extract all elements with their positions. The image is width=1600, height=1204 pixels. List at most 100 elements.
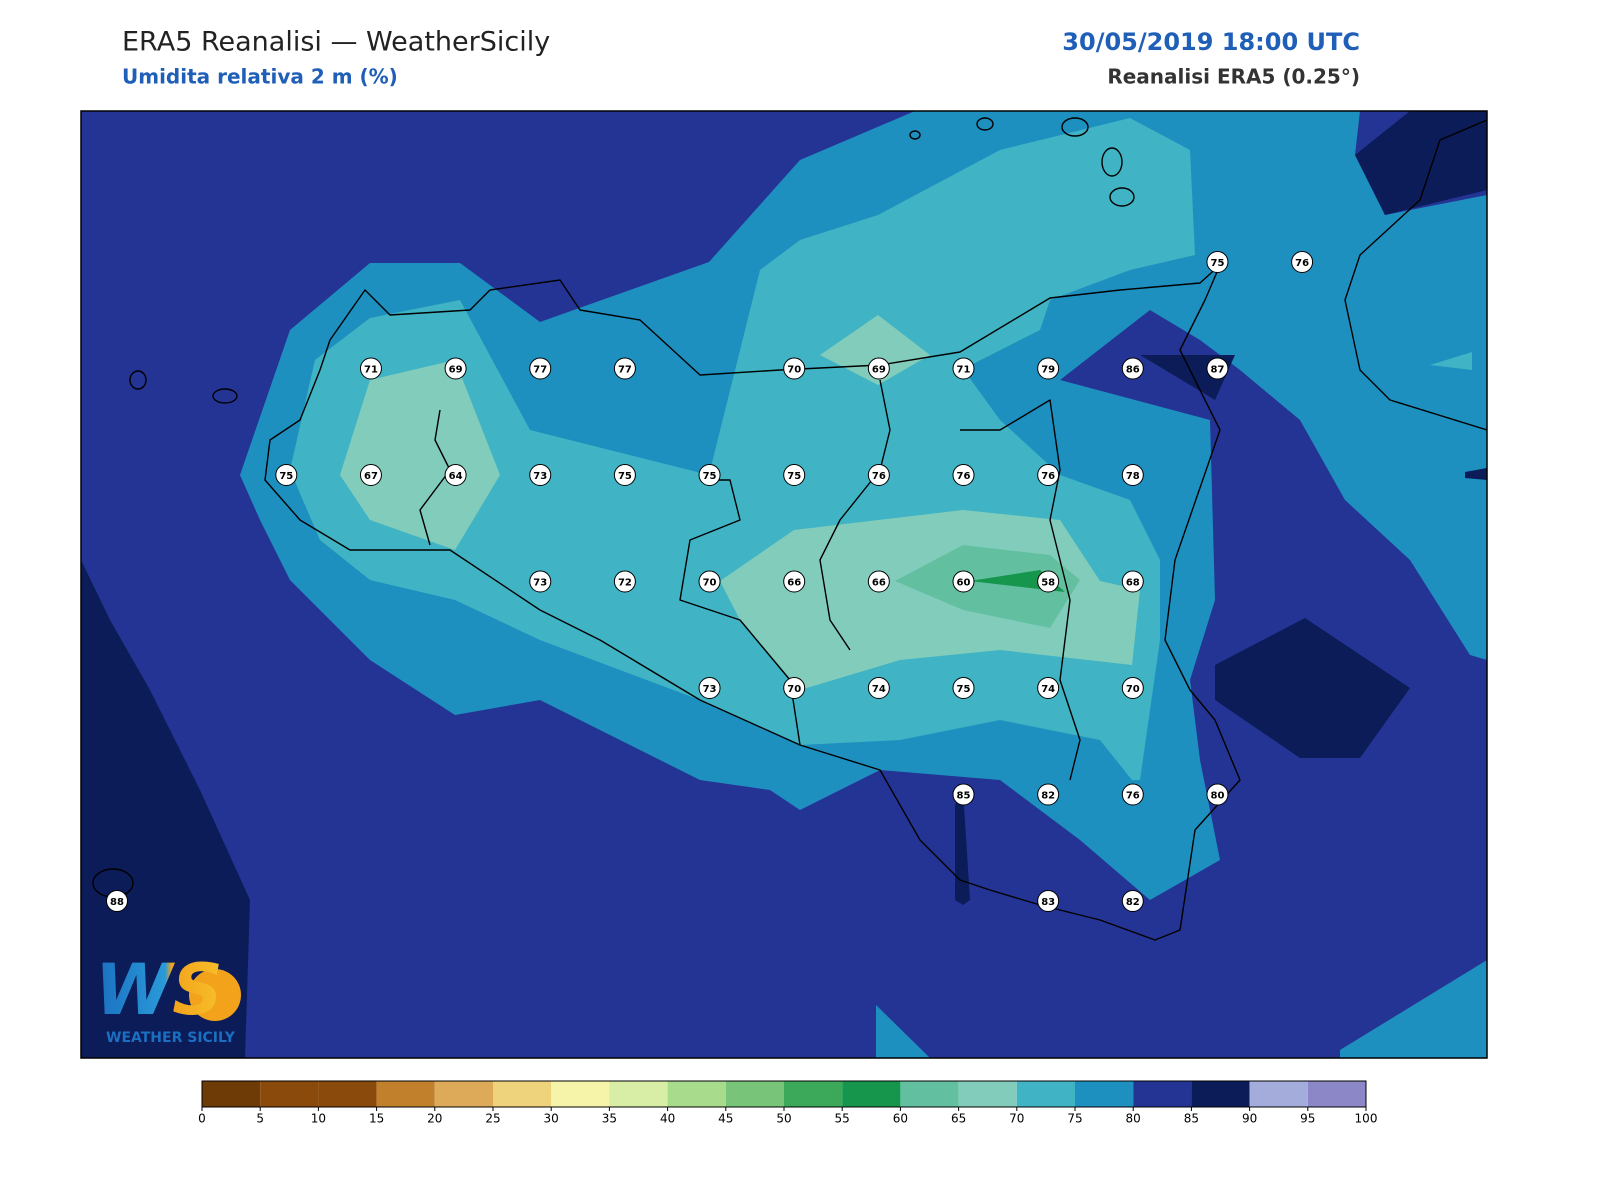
station-value: 76 <box>957 471 971 482</box>
station-value: 75 <box>1210 258 1224 269</box>
colorbar-segment <box>551 1081 610 1107</box>
colorbar-tick-label: 15 <box>369 1112 384 1126</box>
colorbar-segment <box>493 1081 552 1107</box>
station-value: 69 <box>449 365 463 376</box>
station-marker <box>444 357 467 380</box>
station-value: 75 <box>618 471 632 482</box>
station-marker <box>952 357 975 380</box>
station-value: 76 <box>1126 791 1140 802</box>
colorbar-segment <box>202 1081 261 1107</box>
colorbar-tick-label: 30 <box>544 1112 559 1126</box>
colorbar-tick-label: 65 <box>951 1112 966 1126</box>
sicily-coast <box>264 264 1241 941</box>
station-value: 70 <box>787 684 801 695</box>
subtitle: Umidita relativa 2 m (%) <box>122 65 398 89</box>
station-value: 73 <box>703 684 717 695</box>
station-marker <box>1206 251 1229 273</box>
station-value: 74 <box>1041 684 1055 695</box>
station-value: 73 <box>533 578 547 589</box>
colorbar-tick-label: 45 <box>718 1112 733 1126</box>
station-value: 80 <box>1210 791 1224 802</box>
station-marker <box>952 677 975 699</box>
calabria-coast <box>1344 119 1487 431</box>
station-value: 75 <box>787 471 801 482</box>
station-marker <box>1037 783 1060 806</box>
colorbar-segment <box>260 1081 319 1107</box>
logo-mark: WS <box>95 949 223 1031</box>
station-marker <box>867 570 890 593</box>
colorbar-tick-label: 90 <box>1242 1112 1257 1126</box>
station-marker <box>1206 783 1229 806</box>
station-marker <box>698 570 721 593</box>
colorbar-tick-label: 100 <box>1355 1112 1378 1126</box>
station-value: 72 <box>618 578 632 589</box>
station-value: 75 <box>703 471 717 482</box>
band-60-65 <box>895 545 1080 628</box>
colorbar-segment <box>1307 1081 1366 1107</box>
station-marker <box>275 464 298 486</box>
station-value: 70 <box>703 578 717 589</box>
station-value: 75 <box>957 684 971 695</box>
colorbar-tick-label: 20 <box>427 1112 442 1126</box>
station-marker <box>1121 677 1144 699</box>
colorbar-segment <box>667 1081 726 1107</box>
station-value: 67 <box>364 471 378 482</box>
station-value: 88 <box>110 897 124 908</box>
source: Reanalisi ERA5 (0.25°) <box>1107 65 1360 89</box>
colorbar-tick-label: 25 <box>485 1112 500 1126</box>
colorbar-tick-label: 60 <box>893 1112 908 1126</box>
station-marker <box>529 464 552 486</box>
station-value: 71 <box>957 365 971 376</box>
station-value: 73 <box>533 471 547 482</box>
colorbar: 0 5 10 15 20 25 30 35 40 45 50 55 60 65 70 75 80 85 90 95 10… <box>198 1080 1378 1126</box>
station-value: 75 <box>279 471 293 482</box>
station-value: 76 <box>1295 258 1309 269</box>
colorbar-segment <box>1249 1081 1308 1107</box>
logo-text: WEATHER SICILY <box>106 1030 236 1046</box>
station-value: 83 <box>1041 897 1055 908</box>
map <box>81 111 1487 1058</box>
colorbar-segment <box>725 1081 784 1107</box>
colorbar-tick-label: 95 <box>1300 1112 1315 1126</box>
colorbar-tick-label: 10 <box>311 1112 326 1126</box>
colorbar-tick-label: 35 <box>602 1112 617 1126</box>
station-marker <box>952 783 975 806</box>
station-value: 85 <box>957 791 971 802</box>
map-frame <box>80 110 1488 1059</box>
station-marker <box>1037 677 1060 699</box>
station-marker <box>1037 357 1060 380</box>
station-value: 60 <box>957 578 971 589</box>
station-value: 58 <box>1041 578 1055 589</box>
colorbar-segment <box>1016 1081 1075 1107</box>
station-marker <box>1121 464 1144 486</box>
station-marker <box>867 357 890 380</box>
station-value: 76 <box>1041 471 1055 482</box>
colorbar-tick-label: 5 <box>256 1112 264 1126</box>
colorbar-tick-label: 0 <box>198 1112 206 1126</box>
colorbar-segment <box>609 1081 668 1107</box>
station-value: 79 <box>1041 365 1055 376</box>
colorbar-segment <box>784 1081 843 1107</box>
station-marker <box>529 570 552 593</box>
colorbar-segment <box>1191 1081 1250 1107</box>
band-85-90 <box>81 111 1487 1058</box>
logo-sun <box>189 969 241 1021</box>
colorbar-segment <box>318 1081 377 1107</box>
colorbar-tick-label: 50 <box>776 1112 791 1126</box>
colorbar-tick-label: 55 <box>835 1112 850 1126</box>
station-value: 82 <box>1126 897 1140 908</box>
colorbar-segment <box>1075 1081 1134 1107</box>
station-marker <box>1291 251 1314 273</box>
colorbar-segment <box>434 1081 493 1107</box>
station-marker <box>1121 357 1144 380</box>
station-marker <box>1206 357 1229 380</box>
station-marker <box>698 677 721 699</box>
colorbar-segment <box>376 1081 435 1107</box>
station-value: 69 <box>872 365 886 376</box>
station-value: 70 <box>1126 684 1140 695</box>
station-marker <box>1121 890 1144 912</box>
datetime: 30/05/2019 18:00 UTC <box>1062 28 1360 56</box>
station-marker <box>1121 783 1144 806</box>
station-marker <box>783 677 806 699</box>
station-marker <box>106 890 128 912</box>
